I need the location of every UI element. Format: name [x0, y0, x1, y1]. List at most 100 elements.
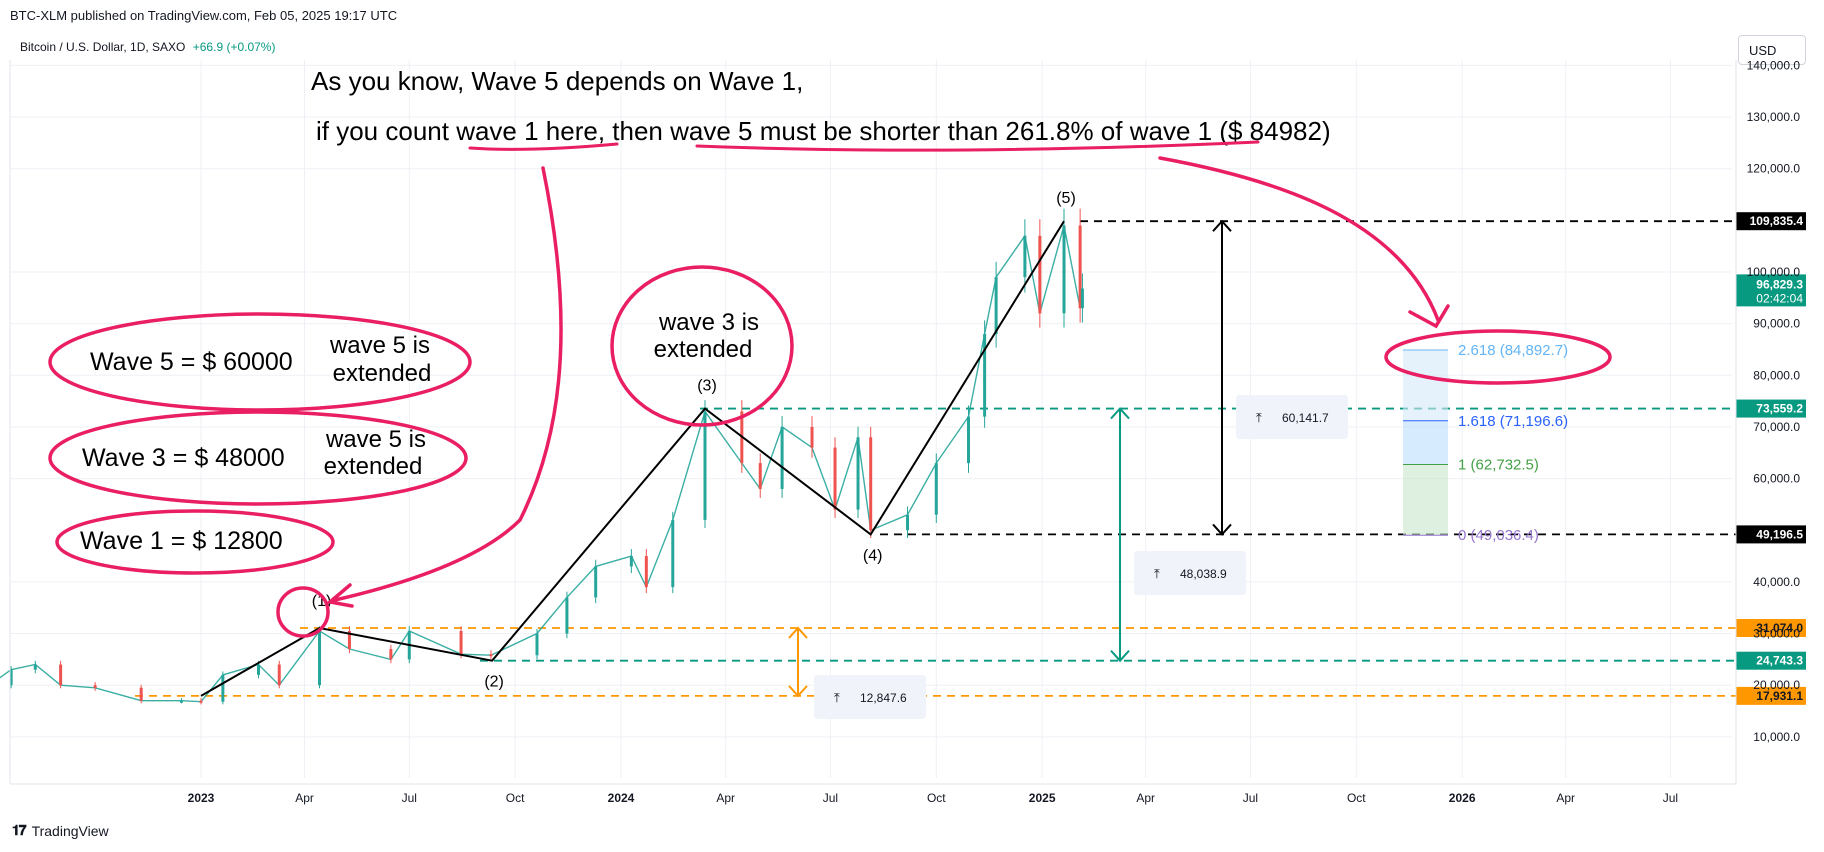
wave-path — [200, 220, 1065, 697]
arrow-head — [1212, 219, 1232, 232]
candle-body — [179, 700, 183, 703]
y-tick-label: 70,000.0 — [1753, 420, 1800, 434]
candle-body — [644, 556, 648, 588]
x-tick-label: 2026 — [1449, 791, 1476, 805]
fib-label: 1.618 (71,196.6) — [1458, 413, 1568, 430]
arrow-head — [1110, 650, 1130, 663]
price-tag-label: 17,931.1 — [1756, 689, 1803, 703]
measure-icon: ⤒ — [1256, 410, 1262, 425]
wave-label: (4) — [863, 547, 883, 564]
price-tag-label: 31,074.0 — [1756, 621, 1803, 635]
y-tick-label: 100,000.0 — [1747, 265, 1801, 279]
arrow-head — [788, 685, 808, 698]
candle-body — [535, 633, 539, 656]
wave-label: (2) — [484, 674, 504, 691]
tradingview-logo-icon: 𝟏𝟕 — [12, 822, 27, 838]
y-tick-label: 130,000.0 — [1747, 110, 1801, 124]
currency-button[interactable]: USD — [1738, 35, 1806, 65]
y-tick-label: 30,000.0 — [1753, 627, 1800, 641]
annotation-text: extended — [654, 336, 753, 363]
x-tick-label: Jul — [823, 791, 838, 805]
x-tick-label: Jul — [1663, 791, 1678, 805]
measure-label: 60,141.7 — [1282, 411, 1329, 425]
fib-label: 1 (62,732.5) — [1458, 456, 1539, 473]
x-tick-label: Jul — [402, 791, 417, 805]
annotation-circle — [48, 312, 472, 412]
y-tick-label: 20,000.0 — [1753, 678, 1800, 692]
measure-box — [1134, 551, 1246, 595]
candle-body — [780, 426, 784, 489]
measure-icon: ⤒ — [834, 690, 840, 705]
x-tick-label: Oct — [1347, 791, 1366, 805]
countdown-label: 02:42:04 — [1756, 291, 1803, 305]
price-tag — [1736, 686, 1806, 705]
annotation-text: extended — [333, 360, 432, 387]
price-tag — [1736, 399, 1806, 418]
candle-body — [703, 411, 707, 520]
price-tag — [1736, 525, 1806, 544]
measure-icon: ⤒ — [1154, 566, 1160, 581]
annotation-arrowhead — [326, 583, 354, 608]
measurements: ⤒ 60,141.7 ⤒ 48,038.9 ⤒ 12,847.6 — [788, 219, 1348, 719]
candle-body — [833, 447, 837, 510]
candle-body — [33, 664, 37, 670]
wave-label: (5) — [1056, 190, 1076, 207]
price-tag — [1736, 619, 1806, 638]
candle-body — [347, 630, 351, 650]
y-tick-label: 120,000.0 — [1747, 162, 1801, 176]
measure-box — [1236, 395, 1348, 439]
candle-body — [594, 566, 598, 598]
candle-body — [459, 630, 463, 655]
footer: 𝟏𝟕 TradingView — [12, 822, 109, 839]
y-tick-label: 90,000.0 — [1753, 317, 1800, 331]
annotation-text: Wave 1 = $ 12800 — [80, 527, 283, 555]
annotation-circle — [48, 410, 468, 506]
horizontal-levels: 109,835.4 73,559.2 49,196.5 31,074.0 24,743.… — [135, 212, 1806, 705]
wave-label: (3) — [697, 378, 717, 395]
measure-box — [814, 675, 926, 719]
fib-zone-blue — [1403, 420, 1448, 465]
x-tick-label: Apr — [295, 791, 314, 805]
price-tag — [1736, 212, 1806, 231]
underline — [695, 140, 1260, 152]
candle-body — [906, 514, 910, 531]
y-tick-label: 80,000.0 — [1753, 368, 1800, 382]
x-tick-label: Apr — [716, 791, 735, 805]
annotation-text: As you know, Wave 5 depends on Wave 1, — [311, 66, 803, 96]
candle-body — [93, 685, 97, 688]
x-tick-label: Oct — [927, 791, 946, 805]
candle-body — [1078, 225, 1082, 309]
candle-body — [277, 664, 281, 686]
symbol-title: Bitcoin / U.S. Dollar, 1D, SAXO +66.9 (+… — [20, 40, 275, 54]
candle-body — [565, 597, 569, 634]
x-tick-label: Apr — [1556, 791, 1575, 805]
annotation-circle — [1384, 329, 1612, 385]
x-tick-label: Oct — [506, 791, 525, 805]
x-tick-label: 2023 — [188, 791, 215, 805]
candle-body — [257, 664, 261, 675]
annotation-text: wave 5 is — [325, 426, 426, 453]
y-tick-label: 40,000.0 — [1753, 575, 1800, 589]
annotation-text: Wave 5 = $ 60000 — [90, 348, 293, 376]
price-tag-label: 24,743.3 — [1756, 654, 1803, 668]
candle-body — [758, 463, 762, 489]
measure-label: 12,847.6 — [860, 691, 907, 705]
candle-body — [994, 277, 998, 334]
candle-body — [934, 463, 938, 515]
axes: 10,000.0 20,000.0 30,000.0 40,000.0 60,000.0… — [9, 58, 1801, 805]
candle-body — [389, 649, 393, 660]
price-tag-label: 109,835.4 — [1750, 214, 1804, 228]
x-tick-label: Apr — [1136, 791, 1155, 805]
fib-extension: 2.618 (84,892.7) 1.618 (71,196.6) 1 (62,73… — [1403, 342, 1568, 544]
current-price-label: 96,829.3 — [1756, 277, 1803, 291]
fib-label: 2.618 (84,892.7) — [1458, 342, 1568, 359]
annotation-circle — [276, 586, 330, 638]
candle-body — [629, 556, 633, 567]
candle-body — [221, 674, 225, 702]
candle-body — [1038, 235, 1042, 314]
candle-body — [489, 654, 493, 657]
fib-zone-green — [1403, 464, 1448, 536]
annotation-text: Wave 3 = $ 48000 — [82, 444, 285, 472]
candle-body — [318, 630, 322, 686]
